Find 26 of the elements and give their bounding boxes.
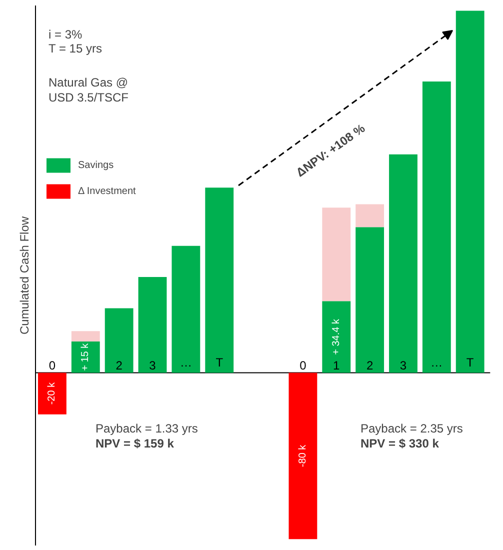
annotation: Payback = 1.33 yrs <box>96 422 198 436</box>
annotation: Payback = 2.35 yrs <box>360 422 463 436</box>
x-tick-label: 3 <box>400 358 407 373</box>
x-tick-label: T <box>466 356 474 370</box>
annotation: T = 15 yrs <box>48 42 102 56</box>
legend-label: Δ Investment <box>78 186 136 196</box>
x-tick-label: 2 <box>116 358 123 373</box>
annotation: USD 3.5/TSCF <box>48 90 129 104</box>
annotation: Natural Gas @ <box>48 76 128 90</box>
annotation: i = 3% <box>48 28 83 42</box>
x-tick-label: 0 <box>300 358 307 373</box>
legend-label: Savings <box>78 160 114 170</box>
data-label: -80 k <box>297 444 308 468</box>
x-tick-label: 1 <box>333 358 340 373</box>
y-axis-title: Cumulated Cash Flow <box>18 216 32 335</box>
data-label: -20 k <box>46 381 58 405</box>
x-tick-label: … <box>430 356 443 370</box>
x-tick-label: 2 <box>366 358 374 373</box>
x-tick-label: … <box>180 356 192 370</box>
annotation: NPV = $ 330 k <box>360 436 440 450</box>
x-tick-label: 3 <box>149 358 156 373</box>
x-tick-label: 0 <box>48 358 56 373</box>
annotation: NPV = $ 159 k <box>96 436 174 450</box>
data-label: + 15 k <box>80 342 92 371</box>
x-tick-label: T <box>216 356 224 370</box>
data-label: + 34.4 k <box>330 318 342 355</box>
